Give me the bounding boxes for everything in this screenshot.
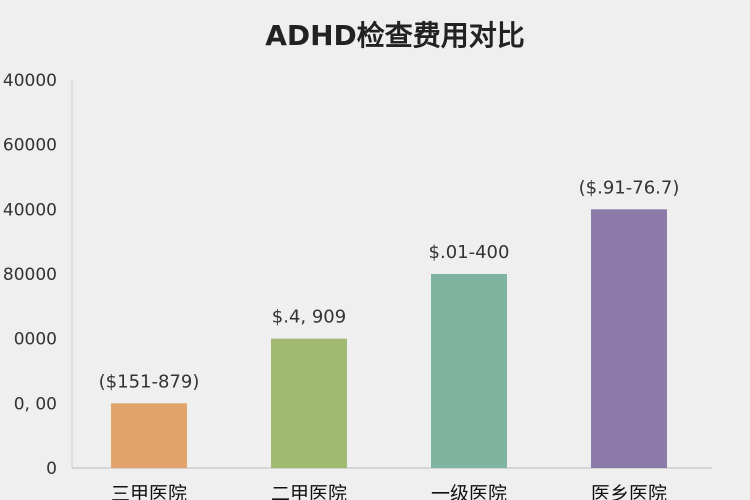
- chart-title: ADHD检查费用对比: [265, 19, 525, 52]
- bar: [591, 209, 667, 469]
- bar: [271, 338, 347, 468]
- category-label: 一级医院: [431, 483, 507, 500]
- y-tick-label: 0: [46, 459, 57, 479]
- y-tick-label: 80000: [3, 265, 57, 285]
- y-tick-labels: 0 0, 00 0000 80000 40000 60000 40000: [3, 71, 57, 479]
- bar-value-label: $.4, 909: [272, 307, 346, 328]
- y-tick-label: 0000: [14, 330, 57, 350]
- bar: [111, 403, 187, 468]
- bar-value-label: ($151-879): [99, 371, 200, 392]
- y-tick-label: 0, 00: [14, 394, 57, 414]
- category-label: 医乡医院: [591, 483, 667, 500]
- bar-value-label: ($.91-76.7): [579, 177, 680, 198]
- bar: [431, 274, 507, 468]
- y-tick-label: 40000: [3, 200, 57, 220]
- bars: [111, 209, 667, 469]
- category-labels: 三甲医院 二甲医院 一级医院 医乡医院: [111, 483, 667, 500]
- category-label: 二甲医院: [271, 483, 347, 500]
- bar-value-label: $.01-400: [429, 242, 510, 263]
- y-tick-label: 40000: [3, 71, 57, 91]
- y-tick-label: 60000: [3, 136, 57, 156]
- category-label: 三甲医院: [111, 483, 187, 500]
- bar-value-labels: ($151-879) $.4, 909 $.01-400 ($.91-76.7): [99, 177, 680, 392]
